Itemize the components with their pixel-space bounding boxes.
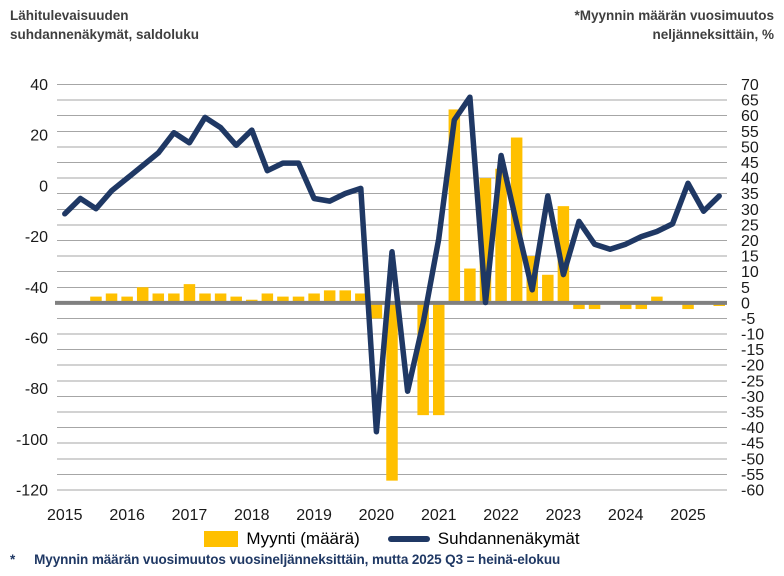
sales-bar-2024Q3 — [651, 296, 663, 303]
sales-bar-2016Q2 — [136, 287, 149, 303]
right-axis-tick-label: -25 — [741, 373, 764, 390]
left-axis-tick-label: -60 — [25, 330, 48, 347]
sales-bar-2022Q1 — [495, 168, 507, 303]
right-axis-tick-label: -20 — [741, 358, 764, 375]
x-axis-year-label: 2022 — [483, 507, 519, 524]
right-axis-title-line2: neljänneksittäin, % — [652, 27, 774, 42]
sales-bar-2015Q4 — [105, 293, 118, 303]
right-axis-tick-label: -15 — [741, 342, 764, 359]
x-axis-year-label: 2023 — [546, 507, 582, 524]
x-axis-year-label: 2025 — [670, 507, 706, 524]
x-axis-year-label: 2018 — [234, 507, 270, 524]
sales-bar-2020Q1 — [370, 302, 383, 319]
sales-bar-2016Q3 — [152, 293, 165, 303]
left-axis-tick-label: -80 — [25, 381, 48, 398]
sales-bar-2017Q1 — [183, 284, 196, 303]
right-axis-tick-label: -35 — [741, 405, 764, 422]
legend-outlook-label: Suhdannenäkymät — [437, 529, 580, 548]
right-axis-tick-label: -45 — [741, 436, 764, 453]
left-axis-tick-label: 0 — [39, 178, 48, 195]
sales-bar-2024Q2 — [635, 302, 648, 310]
sales-bar-2017Q4 — [230, 296, 242, 303]
x-axis-year-label: 2020 — [359, 507, 395, 524]
bar-swatch-icon — [204, 531, 239, 547]
right-axis-tick-label: 10 — [741, 264, 759, 281]
right-axis-tick-label: 30 — [741, 202, 759, 219]
sales-bar-2022Q4 — [542, 274, 554, 303]
sales-bar-2016Q4 — [168, 293, 180, 303]
right-axis-tick-label: 0 — [741, 295, 750, 312]
sales-bar-2021Q4 — [479, 178, 492, 303]
left-axis-tick-label: -20 — [25, 229, 48, 246]
right-axis-tick-label: -40 — [741, 420, 764, 437]
left-axis-title: Lähitulevaisuuden suhdannenäkymät, saldo… — [10, 6, 199, 44]
sales-bar-2023Q1 — [557, 206, 570, 303]
right-axis-tick-label: -60 — [741, 483, 764, 500]
footnote: * Myynnin määrän vuosimuutos vuosineljän… — [10, 552, 774, 567]
x-axis-year-label: 2015 — [47, 507, 83, 524]
right-axis-title-line1: *Myynnin määrän vuosimuutos — [574, 8, 774, 23]
left-axis-title-line2: suhdannenäkymät, saldoluku — [10, 27, 200, 42]
sales-bar-2020Q2 — [386, 302, 398, 481]
sales-bar-2018Q2 — [261, 293, 274, 303]
sales-bar-2016Q1 — [121, 296, 133, 303]
right-axis-tick-label: -30 — [741, 389, 764, 406]
x-axis-year-label: 2016 — [109, 507, 145, 524]
left-axis-tick-label: -100 — [16, 432, 48, 449]
sales-bar-2024Q1 — [619, 302, 632, 310]
right-axis-tick-label: 20 — [741, 233, 759, 250]
sales-bar-2017Q2 — [199, 293, 211, 303]
sales-bar-2021Q2 — [448, 109, 461, 303]
sales-bar-2021Q3 — [464, 268, 476, 303]
right-axis-tick-label: 40 — [741, 171, 759, 188]
sales-bar-2018Q3 — [277, 296, 289, 303]
footnote-text: Myynnin määrän vuosimuutos vuosineljänne… — [34, 552, 561, 567]
sales-bar-2021Q1 — [432, 302, 445, 416]
sales-bar-2023Q3 — [588, 302, 601, 310]
sales-bar-2023Q2 — [573, 302, 585, 310]
right-axis-tick-label: 55 — [741, 124, 759, 141]
sales-bar-2019Q4 — [355, 293, 367, 303]
sales-bar-2020Q4 — [417, 302, 429, 416]
right-axis-tick-label: 65 — [741, 93, 759, 110]
sales-bar-2019Q2 — [323, 290, 336, 303]
left-axis-title-line1: Lähitulevaisuuden — [10, 8, 129, 23]
left-axis-tick-label: 40 — [30, 77, 48, 94]
right-axis-tick-label: -50 — [741, 451, 764, 468]
right-axis-tick-label: 70 — [741, 77, 759, 94]
chart-legend: Myynti (määrä) Suhdannenäkymät — [0, 529, 784, 549]
legend-item-sales: Myynti (määrä) — [204, 529, 360, 549]
x-axis-year-label: 2019 — [296, 507, 332, 524]
sales-bar-2015Q3 — [90, 296, 102, 303]
left-axis-tick-label: -40 — [25, 280, 48, 297]
right-axis-tick-label: -10 — [741, 327, 764, 344]
left-axis-tick-label: -120 — [16, 483, 48, 500]
x-axis-year-label: 2017 — [172, 507, 208, 524]
legend-sales-label: Myynti (määrä) — [246, 529, 360, 548]
right-axis-tick-label: 45 — [741, 155, 759, 172]
x-axis-year-label: 2024 — [608, 507, 644, 524]
right-axis-tick-label: 25 — [741, 217, 759, 234]
footnote-marker: * — [10, 552, 16, 567]
sales-bar-2017Q3 — [214, 293, 227, 303]
right-axis-tick-label: 5 — [741, 280, 750, 297]
right-axis-tick-label: 15 — [741, 249, 759, 266]
right-axis-title: *Myynnin määrän vuosimuutos neljänneksit… — [574, 6, 774, 44]
sales-bar-2019Q3 — [339, 290, 352, 303]
right-axis-tick-label: 50 — [741, 139, 759, 156]
x-axis-year-label: 2021 — [421, 507, 457, 524]
left-axis-tick-label: 20 — [30, 128, 48, 145]
right-axis-tick-label: 35 — [741, 186, 759, 203]
sales-bar-2018Q4 — [292, 296, 305, 303]
right-axis-tick-label: -55 — [741, 467, 764, 484]
right-axis-tick-label: 60 — [741, 108, 759, 125]
legend-item-outlook: Suhdannenäkymät — [387, 529, 580, 549]
line-swatch-icon — [387, 536, 430, 542]
sales-bar-2019Q1 — [308, 293, 320, 303]
sales-bar-2025Q1 — [682, 302, 694, 310]
outlook-line — [62, 94, 722, 435]
right-axis-tick-label: -5 — [741, 311, 755, 328]
